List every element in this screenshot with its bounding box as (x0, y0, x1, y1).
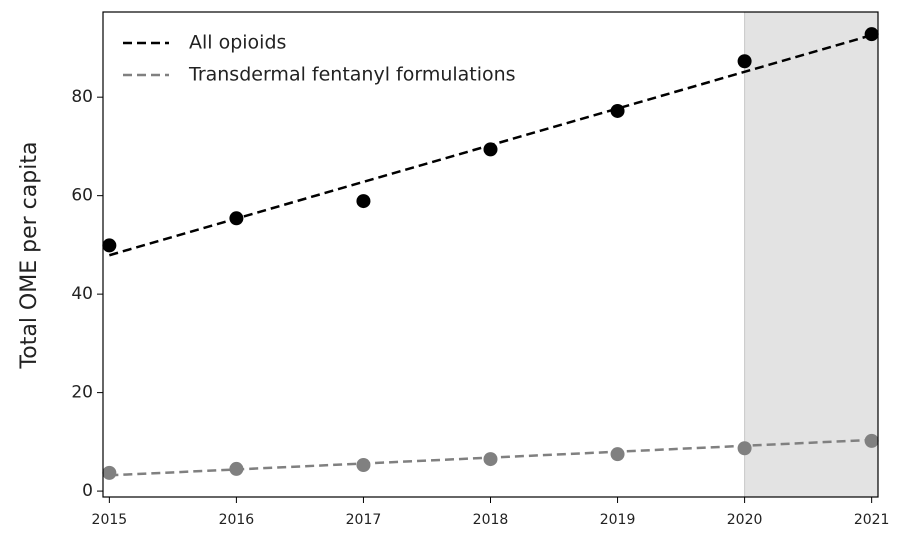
data-point (102, 465, 117, 480)
data-point (356, 194, 371, 209)
y-tick-label: 0 (82, 481, 93, 501)
y-tick-label: 60 (71, 186, 93, 206)
data-point (356, 457, 371, 472)
data-point (864, 27, 879, 42)
y-axis-label: Total OME per capita (17, 142, 42, 370)
x-tick-label: 2020 (727, 512, 763, 528)
data-point (610, 447, 625, 462)
x-tick-label: 2015 (92, 512, 128, 528)
plot-frame (102, 11, 879, 498)
data-point (483, 452, 498, 467)
data-point (610, 103, 625, 118)
data-point (229, 211, 244, 226)
data-point (864, 433, 879, 448)
data-point (102, 238, 117, 253)
shaded-region (744, 12, 878, 497)
y-tick-label: 20 (71, 383, 93, 403)
y-tick-label: 40 (71, 284, 93, 304)
data-point (737, 441, 752, 456)
x-tick-label: 2016 (219, 512, 255, 528)
x-tick-label: 2018 (473, 512, 509, 528)
x-tick-label: 2019 (600, 512, 636, 528)
data-point (737, 54, 752, 69)
data-point (483, 142, 498, 157)
data-point (229, 461, 244, 476)
legend-label: All opioids (189, 32, 286, 54)
y-tick-label: 80 (71, 87, 93, 107)
x-tick-label: 2017 (346, 512, 382, 528)
x-tick-label: 2021 (854, 512, 890, 528)
legend-label: Transdermal fentanyl formulations (188, 64, 516, 86)
